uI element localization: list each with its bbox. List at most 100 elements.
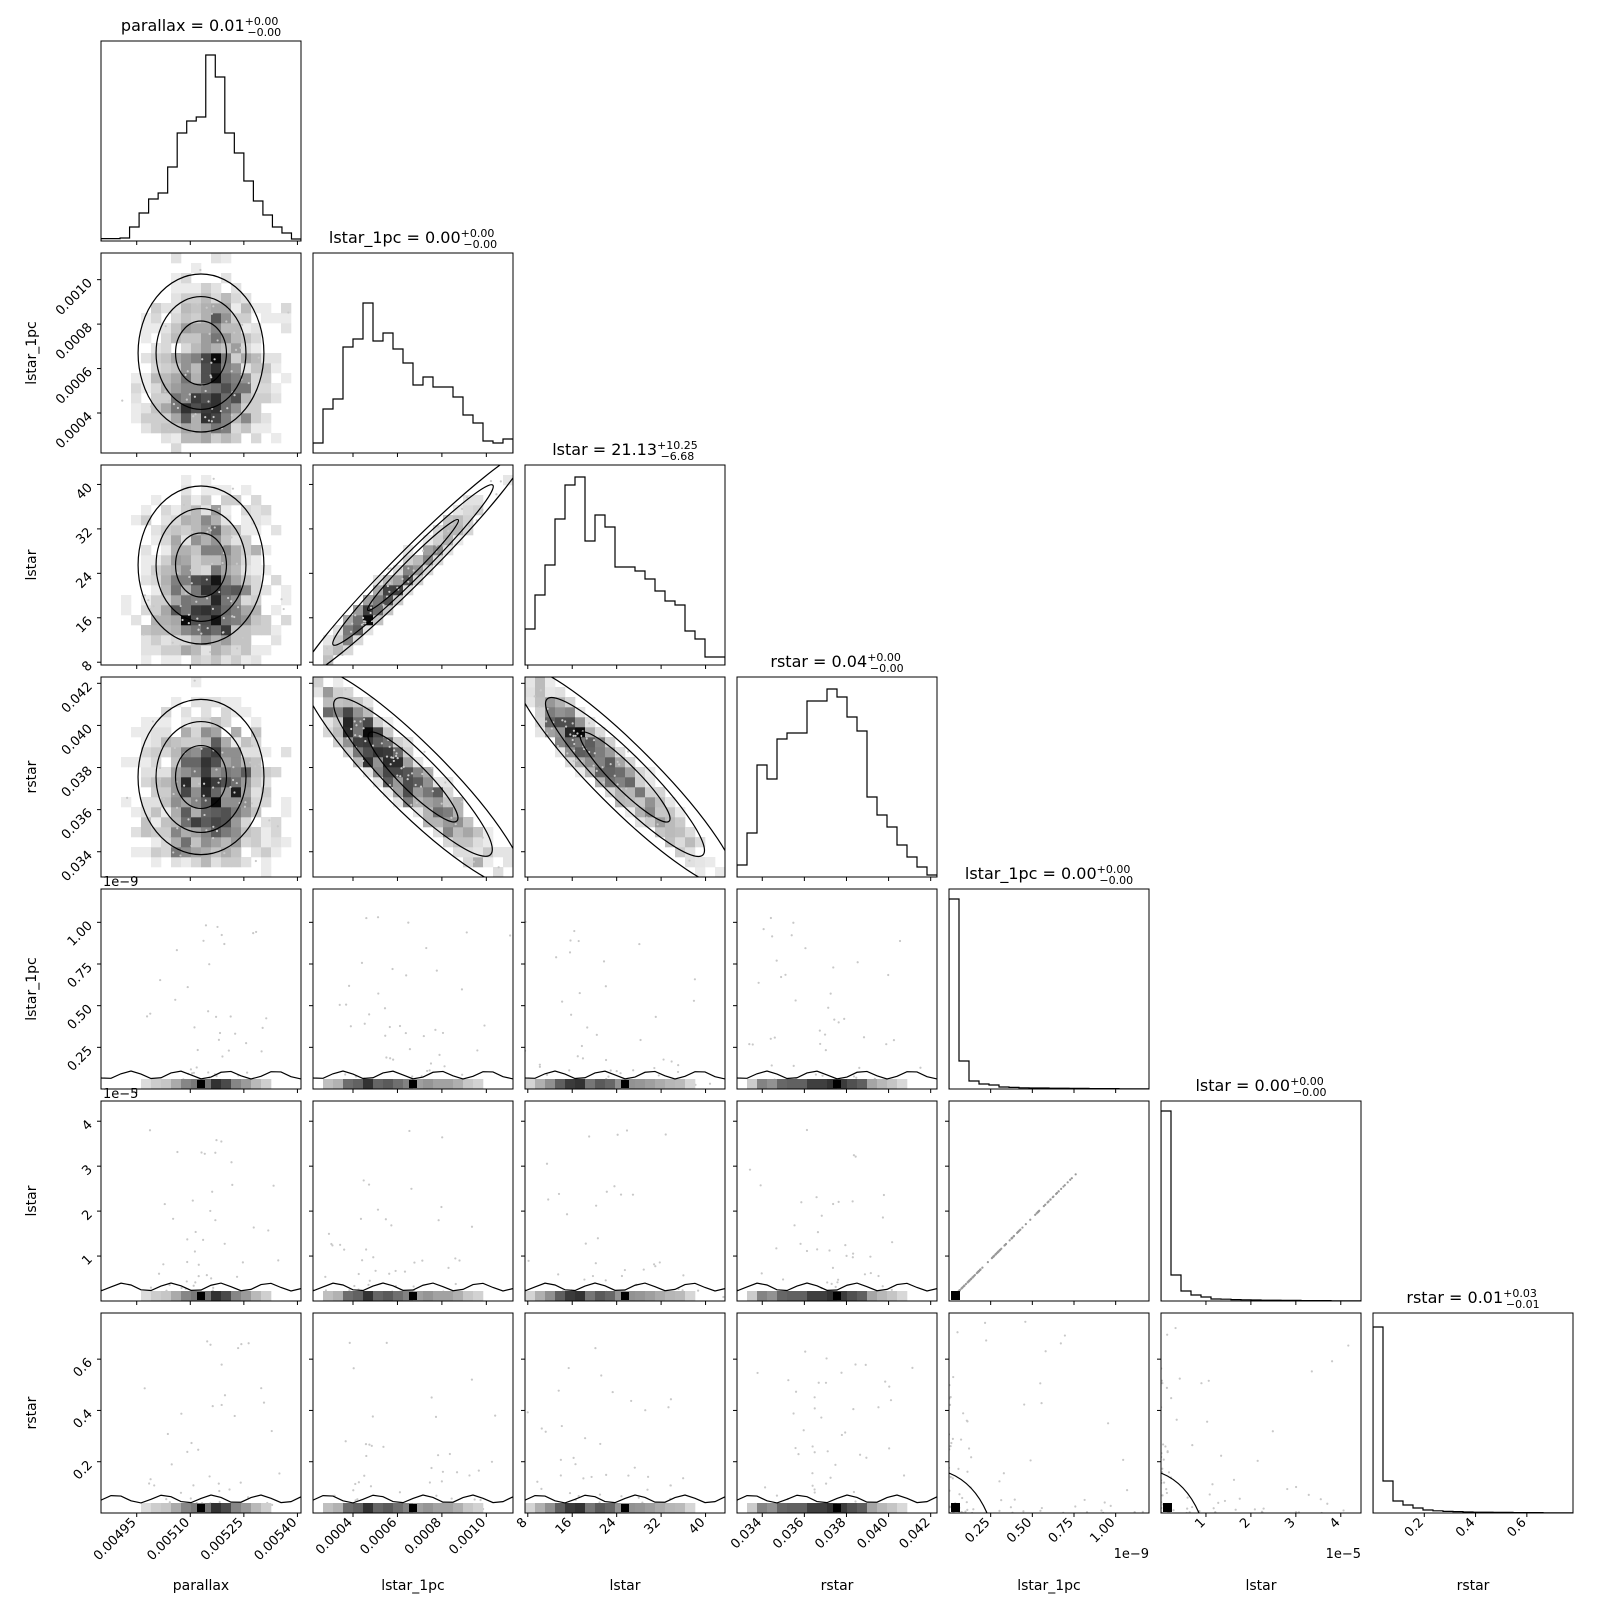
y-tick-label: 0.0004 (53, 409, 96, 452)
panel-5-1 (309, 1100, 514, 1305)
panel-frame (736, 888, 938, 1090)
panel-frame (100, 888, 302, 1090)
y-tick-label: 1.00 (65, 919, 96, 950)
y-tick-label: 2 (79, 1207, 95, 1223)
panel-frame (524, 464, 726, 666)
x-tick-label: 1.00 (1087, 1515, 1118, 1546)
y-tick-label: 8 (79, 658, 95, 674)
panel-5-5 (1160, 1100, 1362, 1305)
x-tick-label: 0.042 (897, 1515, 934, 1552)
x-tick-label: 32 (642, 1515, 664, 1537)
panel-frame (736, 676, 938, 878)
panel-3-3 (736, 676, 938, 881)
y-tick-label: 0.50 (65, 1002, 96, 1033)
x-tick-label: 0.036 (770, 1515, 807, 1552)
panel-frame (524, 888, 726, 1090)
x-axis-label-3: rstar (821, 1578, 854, 1594)
x-tick-label: 8 (514, 1515, 530, 1531)
panel-4-1 (309, 888, 514, 1093)
panel-5-4 (945, 1100, 1150, 1305)
panel-6-6: 0.2 0.4 0.6 (1372, 1312, 1574, 1540)
panel-frame (1372, 1312, 1574, 1514)
panel-frame (1160, 1100, 1362, 1302)
panel-frame (100, 676, 302, 878)
y-tick-label: 32 (74, 525, 96, 547)
panel-frame (312, 464, 514, 666)
panel-5-0: 1 2 3 4 (79, 1100, 302, 1305)
x-tick-label: 0.0004 (313, 1515, 356, 1558)
x-tick-label: 1 (1192, 1515, 1208, 1531)
y-axis-label-4: lstar_1pc (24, 957, 40, 1021)
panel-frame (736, 1100, 938, 1302)
x-axis-label-2: lstar (609, 1578, 640, 1594)
x-tick-label: 0.00510 (144, 1515, 193, 1564)
x-axis-label-4: lstar_1pc (1017, 1578, 1081, 1594)
y-tick-label: 0.036 (59, 806, 96, 843)
x-tick-label: 0.0008 (402, 1515, 445, 1558)
y-tick-label: 0.0008 (53, 320, 96, 363)
y-tick-label: 0.0010 (53, 276, 96, 319)
panel-3-0: 0.034 0.036 0.038 0.040 0.042 (59, 676, 302, 885)
x-tick-label: 0.00540 (252, 1515, 301, 1564)
y-tick-label: 0.038 (59, 764, 96, 801)
x-tick-label: 0.0010 (446, 1515, 489, 1558)
panel-frame (312, 676, 514, 878)
panel-3-1 (309, 676, 514, 881)
histogram-4 (949, 898, 1149, 1089)
x-offset-text: 1e−5 (1326, 1547, 1361, 1562)
x-tick-label: 0.040 (854, 1515, 891, 1552)
y-tick-label: 0.040 (59, 722, 96, 759)
y-tick-label: 0.034 (59, 848, 96, 885)
x-tick-label: 0.00525 (198, 1515, 247, 1564)
x-tick-label: 40 (686, 1515, 708, 1537)
x-axis-label-6: rstar (1457, 1578, 1490, 1594)
panel-frame (948, 888, 1150, 1090)
y-tick-label: 40 (74, 481, 96, 503)
histogram-0 (101, 54, 301, 241)
y-tick-label: 16 (74, 614, 96, 636)
panel-frame (524, 676, 726, 878)
panel-6-2: 8 16 24 32 40 (514, 1312, 726, 1538)
panel-frame (736, 1312, 938, 1514)
x-tick-label: 0.6 (1504, 1515, 1529, 1540)
y-axis-label-2: lstar (24, 549, 40, 580)
panel-title-6: rstar = 0.01+0.03 −0.01 (1406, 1287, 1539, 1311)
y-tick-label: 4 (79, 1117, 95, 1133)
panel-title-2: lstar = 21.13+10.25 −6.68 (552, 439, 698, 463)
panel-frame (524, 1312, 726, 1514)
x-axis-label-0: parallax (173, 1578, 229, 1594)
x-tick-label: 3 (1282, 1515, 1298, 1531)
panel-4-0: 0.25 0.50 0.75 1.00 (65, 888, 302, 1093)
panel-frame (100, 1100, 302, 1302)
panel-5-3 (733, 1100, 938, 1305)
panel-title-5: lstar = 0.00+0.00 −0.00 (1195, 1075, 1326, 1099)
x-offset-text: 1e−9 (1114, 1547, 1149, 1562)
y-axis-label-1: lstar_1pc (24, 321, 40, 385)
panel-6-5: 1 2 3 4 (1157, 1312, 1362, 1532)
y-tick-label: 0.042 (59, 680, 96, 717)
panel-title-1: lstar_1pc = 0.00+0.00 −0.00 (329, 227, 497, 251)
y-tick-label: 0.4 (71, 1407, 96, 1432)
y-tick-label: 0.25 (65, 1044, 96, 1075)
y-tick-label: 0.0006 (53, 365, 96, 408)
panel-2-2 (524, 464, 726, 669)
histogram-1 (313, 302, 513, 453)
panel-4-3 (733, 888, 938, 1093)
panel-6-4: 0.25 0.50 0.75 1.00 (945, 1312, 1150, 1546)
x-tick-label: 0.50 (1004, 1515, 1035, 1546)
panel-4-2 (521, 888, 726, 1093)
y-axis-label-3: rstar (24, 760, 40, 793)
panel-2-0: 8 16 24 32 40 (74, 464, 302, 675)
x-tick-label: 0.25 (962, 1515, 993, 1546)
panel-frame (312, 1100, 514, 1302)
panel-1-1 (312, 252, 514, 457)
x-tick-label: 0.038 (812, 1515, 849, 1552)
panel-frame (948, 1100, 1150, 1302)
histogram-2 (525, 476, 725, 665)
panel-3-2 (521, 676, 726, 881)
panel-title-3: rstar = 0.04+0.00 −0.00 (770, 651, 903, 675)
x-tick-label: 0.2 (1402, 1515, 1427, 1540)
panel-frame (100, 1312, 302, 1514)
panel-0-0 (100, 40, 302, 245)
